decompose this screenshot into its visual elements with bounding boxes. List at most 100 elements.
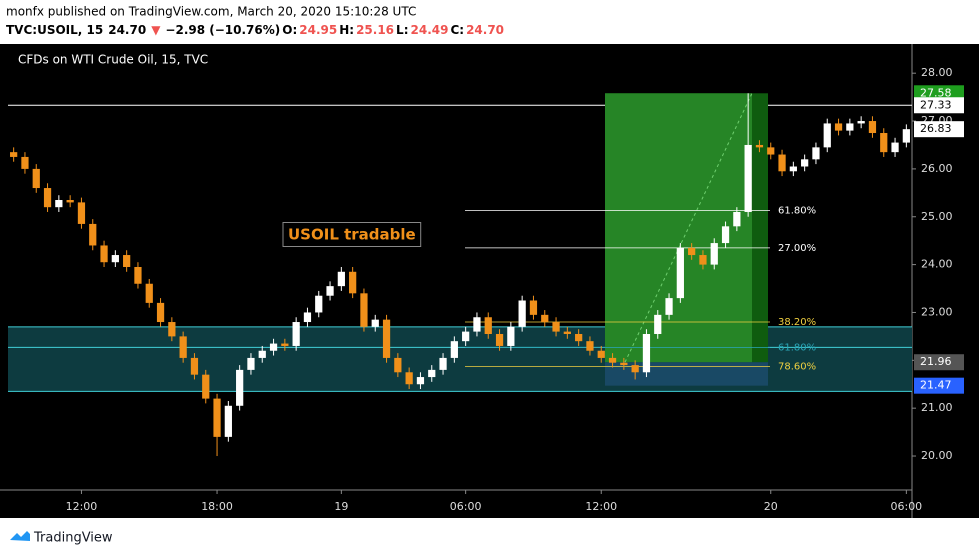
footer [0,518,979,556]
candle-body [812,147,820,160]
candle-body [21,156,29,169]
candle-body [541,314,549,323]
price-tag [914,97,964,114]
candle-body [518,300,526,327]
header-part: 24.49 [411,23,449,37]
candle-body [665,298,673,315]
header-part: 24.70 [108,23,146,37]
candle-body [620,362,628,366]
header-part: O: [282,23,297,37]
candle-body [823,123,831,148]
candle-body [202,374,210,399]
candle-body [857,121,865,124]
candle-body [710,243,718,265]
chart-title: CFDs on WTI Crude Oil, 15, TVC [18,53,208,67]
candle-body [575,333,583,342]
candle-body [269,343,278,351]
x-tick-label: 06:00 [450,500,482,513]
price-tag-label: 21.96 [920,355,952,368]
candle-body [394,357,402,373]
candle-body [224,405,232,437]
candle-body [349,271,357,294]
candle-body [371,319,379,327]
candle-body [100,245,108,263]
candle-body [66,200,74,203]
header-part: H: [339,23,354,37]
candle-body [405,372,413,385]
candle-body [654,314,662,334]
header-part: 24.70 [466,23,504,37]
candle-body [179,336,187,358]
plot: 20.0021.0022.0023.0024.0025.0026.0027.00… [8,66,964,513]
candle-body [213,398,221,437]
candle-body [789,166,797,172]
candle-body [507,326,515,346]
x-tick-label: 06:00 [890,500,922,513]
loss-zone [605,362,768,386]
price-tag [914,354,964,371]
footer-brand: TradingView [33,531,113,546]
candle-body [382,319,391,358]
candle-body [123,255,131,267]
candle-body [77,202,86,224]
x-tick-label: 12:00 [66,500,98,513]
candle-body [236,369,244,406]
candle-body [597,350,605,358]
candle-body [360,293,368,327]
candle-body [156,302,165,323]
price-tag [914,121,964,138]
candle-body [450,341,458,358]
x-tick-label: 12:00 [585,500,617,513]
candle-body [608,357,617,363]
candle-body [699,255,707,265]
price-tag [914,377,964,394]
price-tag-label: 27.58 [920,86,952,99]
x-tick-label: 19 [334,500,348,513]
candle-body [744,144,752,212]
y-tick-label: 23.00 [921,305,953,318]
candle-body [834,123,843,131]
fib-label: 78.60% [778,362,816,373]
candle-body [721,226,730,244]
candle-body [134,267,142,284]
annotation-box [282,222,422,247]
candle-body [145,283,153,303]
candle-body [733,211,741,227]
candle-body [767,147,775,155]
candle-body [563,331,571,334]
price-tag-label: 21.47 [920,379,952,392]
y-tick-label: 21.00 [921,401,953,414]
header-part: ▼ [151,23,161,37]
trade-path [624,93,753,363]
y-tick-label: 20.00 [921,449,953,462]
price-tag-label: 27.33 [920,98,952,111]
candle-body [416,377,425,385]
candle-body [337,271,345,287]
candle-body [846,123,854,131]
candle-body [868,121,877,134]
logo [10,531,30,541]
fib-label: 27.00% [778,243,816,254]
header-part: C: [450,23,464,37]
candle-body [473,317,481,332]
x-tick-label: 20 [764,500,778,513]
candle-body [326,286,334,296]
candle-body [880,133,888,153]
y-tick-label: 24.00 [921,258,953,271]
support-zone [8,326,912,392]
y-tick-label: 25.00 [921,210,953,223]
candle-body [247,357,255,370]
candle-body [439,357,447,370]
candle-body [688,247,696,256]
candle-body [586,341,594,351]
price-tag-label: 26.83 [920,122,952,135]
candle-body [10,152,18,157]
candle-body [428,369,436,378]
candle-body [801,159,809,167]
candle-body [891,142,899,153]
candle-body [462,331,470,342]
candle-body [552,322,560,332]
candle-body [292,322,300,346]
